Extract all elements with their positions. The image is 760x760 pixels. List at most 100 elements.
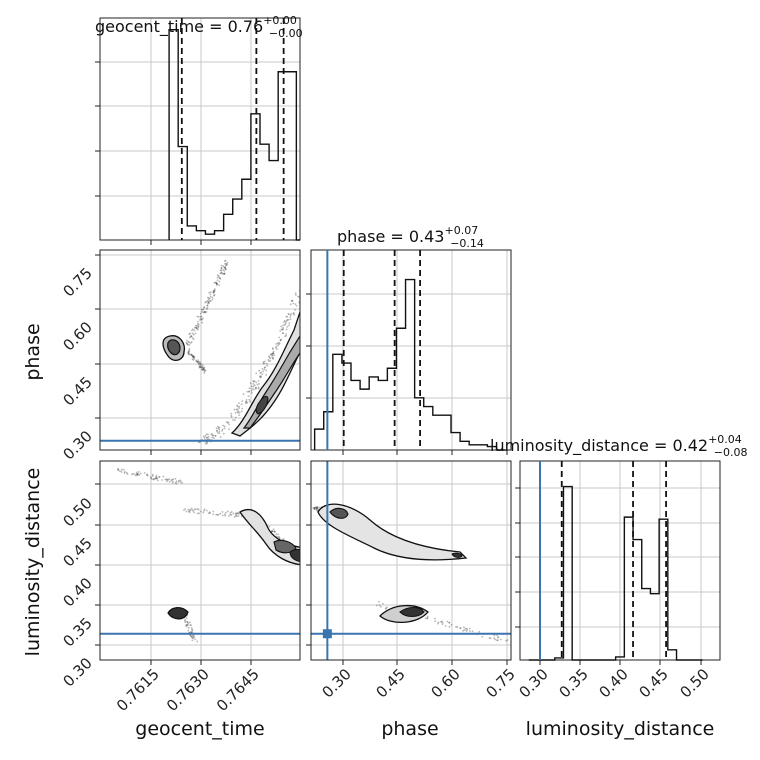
pg-sample-227 [247,390,250,393]
lg-sample-95 [175,482,178,485]
pg-sample-128 [191,328,194,331]
pg-sample-325 [288,324,290,327]
pg-sample-68 [222,265,225,268]
pg-sample-143 [188,349,191,351]
pg-sample-355 [254,387,257,390]
pg-sample-231 [206,441,209,444]
lg-sample-9 [273,530,276,533]
pg-sample-300 [270,353,273,356]
pg-sample-6 [213,289,216,292]
pg-sample-402 [257,380,260,382]
pg-sample-281 [238,414,241,417]
lp-sample-93 [493,634,496,637]
panel-phase-vs-geocent [99,249,301,451]
pg-sample-165 [191,355,194,357]
lg-sample-243 [186,623,188,626]
lp-contour-lower-core [399,606,425,618]
pg-sample-124 [213,281,216,284]
lg-sample-116 [229,513,232,516]
pg-sample-149 [191,355,194,357]
lg-sample-34 [133,473,136,476]
lp-sample-10 [315,507,318,509]
pg-sample-154 [198,366,201,369]
pg-sample-153 [204,369,207,372]
pg-sample-114 [208,291,211,294]
pg-sample-407 [255,372,258,375]
lg-sample-221 [186,620,188,623]
lg-sample-223 [194,638,197,641]
lg-sample-242 [191,631,194,634]
pg-sample-367 [257,387,260,390]
pg-sample-368 [282,326,284,329]
pg-sample-197 [192,359,195,361]
pg-sample-132 [206,306,209,309]
pg-sample-73 [190,335,193,337]
xtick-phase-2: 0.60 [427,665,463,701]
lg-sample-24 [180,480,182,483]
xtick-geocent-0: 0.7615 [113,665,163,715]
lg-sample-82 [236,512,239,515]
pg-sample-284 [202,435,205,438]
pg-sample-28 [189,336,191,339]
pg-sample-147 [190,354,193,357]
lp-sample-122 [494,638,497,641]
lg-sample-229 [187,624,189,626]
lg-sample-181 [192,510,195,512]
pg-sample-113 [218,280,221,283]
xtick-phase-1: 0.45 [372,665,408,701]
lp-contour-tail [451,552,463,558]
pg-sample-219 [219,436,222,438]
lp-sample-125 [466,628,469,631]
pg-sample-364 [258,382,260,385]
pg-sample-79 [189,335,192,338]
pg-sample-354 [276,342,279,345]
lg-sample-40 [137,471,140,473]
lg-sample-177 [228,515,230,517]
pg-sample-159 [201,368,204,371]
pg-sample-116 [195,324,197,327]
pg-sample-19 [197,320,199,323]
lg-sample-58 [223,513,226,516]
pg-sample-288 [277,344,279,347]
pg-sample-382 [212,434,215,437]
lp-sample-120 [426,615,429,618]
pg-sample-306 [285,319,288,322]
pg-sample-121 [208,302,210,305]
lp-sample-116 [459,627,462,630]
ytick-phase-3: 0.75 [59,264,95,300]
pg-sample-250 [204,442,207,445]
pg-sample-289 [286,325,289,328]
lg-sample-122 [149,476,152,478]
pg-sample-18 [205,300,208,303]
lp-sample-141 [493,637,495,640]
pg-sample-394 [285,328,288,331]
lp-sample-123 [471,630,474,633]
pg-sample-111 [190,335,193,338]
pg-sample-168 [195,360,198,363]
pg-sample-229 [218,428,221,431]
lg-sample-55 [229,512,232,514]
pg-sample-339 [272,347,274,350]
lg-sample-4 [224,514,227,517]
pg-sample-65 [196,324,199,327]
lg-sample-238 [192,635,195,637]
pg-sample-44 [189,342,192,344]
pg-sample-395 [225,421,228,423]
pg-sample-263 [253,380,255,383]
pg-sample-240 [253,384,256,386]
pg-sample-334 [289,316,292,319]
lg-sample-3 [166,479,169,481]
pg-sample-4 [217,275,220,277]
pg-sample-222 [268,356,271,359]
pg-sample-106 [199,312,202,315]
lg-sample-172 [136,473,139,475]
lp-sample-102 [468,627,471,630]
pg-sample-187 [202,367,205,370]
lg-sample-196 [196,507,199,510]
lg-sample-43 [235,515,238,517]
xtick-geocent-2: 0.7645 [213,665,263,715]
pg-sample-174 [193,356,196,358]
lg-sample-203 [193,636,196,638]
pg-sample-316 [250,385,253,388]
lp-sample-124 [506,639,509,641]
